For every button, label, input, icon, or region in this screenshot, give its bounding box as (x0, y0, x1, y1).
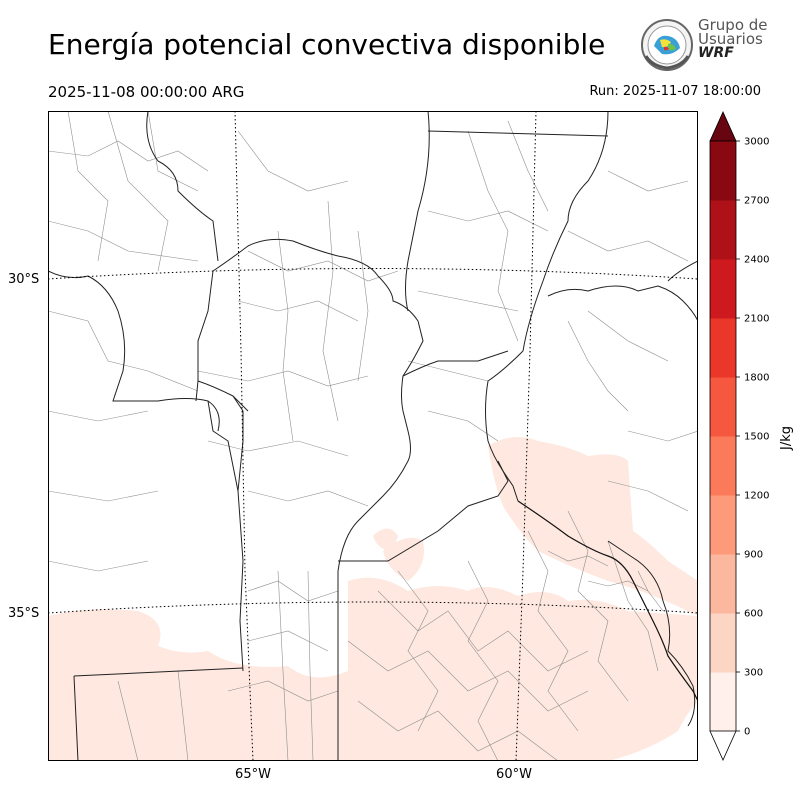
colorbar-tick-label: 1500 (744, 432, 769, 443)
colorbar-tick-label: 0 (744, 727, 750, 738)
lat-label-35s: 35°S (8, 606, 40, 621)
colorbar-extend-max (709, 111, 737, 142)
colorbar-band (710, 495, 736, 555)
colorbar-band (710, 613, 736, 673)
department-boundaries (48, 111, 698, 761)
colorbar-tick-label: 600 (744, 609, 763, 620)
colorbar-ticks: 0 300 600 900 1200 1500 1800 2100 2400 2700 3000 (736, 137, 769, 738)
cape-map (48, 111, 698, 761)
graticule (48, 111, 698, 761)
colorbar-tick-label: 1200 (744, 491, 769, 502)
colorbar-band (710, 318, 736, 378)
colorbar-band (710, 377, 736, 437)
colorbar: 0 300 600 900 1200 1500 1800 2100 2400 2700 3000 J… (709, 111, 794, 761)
colorbar-tick-label: 2100 (744, 314, 769, 325)
wrf-group-logo: Grupo de Usuarios WRF (638, 16, 768, 72)
colorbar-band (710, 141, 736, 201)
colorbar-band (710, 554, 736, 614)
logo-line-2: Usuarios (698, 30, 763, 48)
globe-emblem-icon (641, 19, 693, 71)
lon-label-60w: 60°W (496, 767, 532, 782)
colorbar-tick-label: 2700 (744, 196, 769, 207)
logo-line-1: Grupo de (698, 16, 768, 34)
colorbar-tick-label: 2400 (744, 255, 769, 266)
run-time-label: Run: 2025-11-07 18:00:00 (589, 84, 761, 99)
valid-time-label: 2025-11-08 00:00:00 ARG (48, 83, 245, 101)
colorbar-bands (709, 111, 737, 761)
colorbar-band (710, 436, 736, 496)
province-boundaries (48, 111, 698, 761)
colorbar-band (710, 200, 736, 260)
colorbar-tick-label: 900 (744, 550, 763, 561)
cape-shading (48, 437, 698, 761)
coastline (517, 500, 698, 702)
colorbar-band (710, 259, 736, 319)
colorbar-tick-label: 3000 (744, 137, 769, 148)
colorbar-extend-min (709, 730, 737, 761)
colorbar-tick-label: 300 (744, 668, 763, 679)
lon-label-65w: 65°W (235, 767, 271, 782)
colorbar-unit-label: J/kg (779, 426, 794, 451)
lat-label-30s: 30°S (8, 272, 40, 287)
colorbar-band (710, 672, 736, 732)
logo-line-3: WRF (698, 45, 734, 61)
map-title: Energía potencial convectiva disponible (48, 28, 606, 61)
colorbar-tick-label: 1800 (744, 373, 769, 384)
